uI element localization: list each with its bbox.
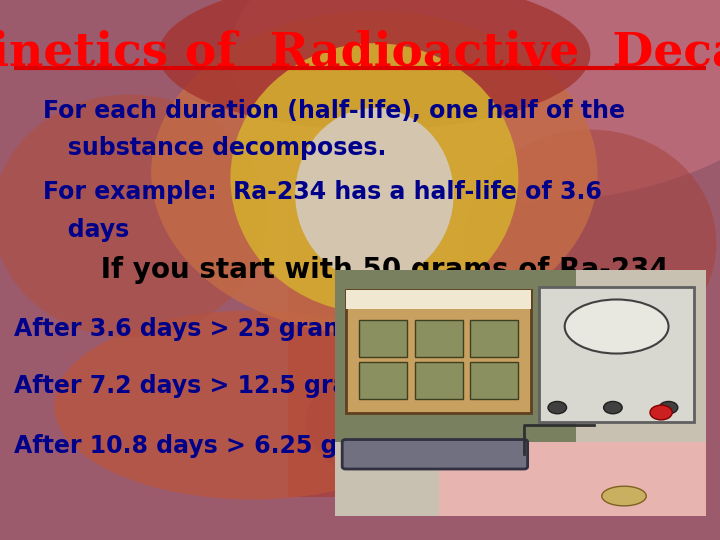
FancyBboxPatch shape <box>342 440 528 469</box>
FancyBboxPatch shape <box>346 289 531 413</box>
Ellipse shape <box>602 486 647 506</box>
Bar <box>335 270 576 442</box>
Text: If you start with 50 grams of Ra-234: If you start with 50 grams of Ra-234 <box>43 256 669 284</box>
Ellipse shape <box>464 130 716 356</box>
Ellipse shape <box>230 43 518 313</box>
Ellipse shape <box>295 108 454 281</box>
Text: substance decomposes.: substance decomposes. <box>43 137 387 160</box>
Circle shape <box>603 401 622 414</box>
Text: days: days <box>43 218 130 241</box>
Ellipse shape <box>306 340 630 502</box>
Text: For example:  Ra-234 has a half-life of 3.6: For example: Ra-234 has a half-life of 3… <box>43 180 602 204</box>
FancyBboxPatch shape <box>359 362 407 399</box>
Ellipse shape <box>0 94 266 338</box>
FancyBboxPatch shape <box>470 320 518 357</box>
Text: For each duration (half-life), one half of the: For each duration (half-life), one half … <box>43 99 625 123</box>
FancyBboxPatch shape <box>415 320 463 357</box>
Text: After 10.8 days > 6.25 grams: After 10.8 days > 6.25 grams <box>14 434 404 457</box>
FancyBboxPatch shape <box>470 362 518 399</box>
Bar <box>438 442 706 516</box>
Circle shape <box>660 401 678 414</box>
FancyBboxPatch shape <box>288 200 432 497</box>
Circle shape <box>650 405 672 420</box>
Ellipse shape <box>158 0 590 130</box>
Circle shape <box>548 401 567 414</box>
Bar <box>346 289 531 309</box>
Text: Kinetics of  Radioactive  Decay: Kinetics of Radioactive Decay <box>0 30 720 76</box>
Ellipse shape <box>54 310 450 500</box>
Text: After 3.6 days > 25 grams: After 3.6 days > 25 grams <box>14 318 363 341</box>
Ellipse shape <box>230 0 720 202</box>
Ellipse shape <box>151 11 598 335</box>
Ellipse shape <box>564 300 668 354</box>
FancyBboxPatch shape <box>359 320 407 357</box>
FancyBboxPatch shape <box>539 287 695 422</box>
FancyBboxPatch shape <box>415 362 463 399</box>
Text: After 7.2 days > 12.5 grams: After 7.2 days > 12.5 grams <box>14 374 387 398</box>
